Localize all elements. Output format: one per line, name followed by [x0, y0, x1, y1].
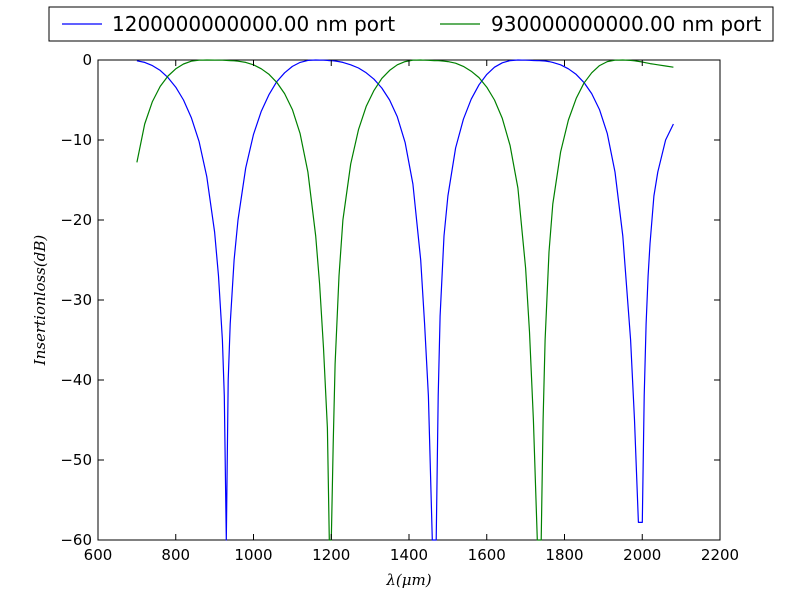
x-tick-label: 1600 — [468, 546, 506, 564]
series-line-1 — [136, 59, 674, 541]
y-tick-label: −60 — [60, 531, 92, 549]
y-axis-label: Insertionloss(dB) — [31, 235, 49, 367]
legend-box — [48, 6, 774, 42]
legend-label-series-2: 930000000000.00 nm port — [491, 12, 762, 36]
x-tick-label: 2200 — [701, 546, 739, 564]
x-tick-label: 600 — [84, 546, 113, 564]
y-tick-label: −50 — [60, 451, 92, 469]
y-tick-label: −10 — [60, 131, 92, 149]
y-tick-label: 0 — [82, 51, 92, 69]
legend-label-series-1: 1200000000000.00 nm port — [112, 12, 395, 36]
x-tick-label: 1800 — [545, 546, 583, 564]
x-tick-label: 1200 — [312, 546, 350, 564]
x-axis-label: λ(μm) — [385, 571, 431, 589]
x-tick-label: 800 — [161, 546, 190, 564]
y-tick-label: −40 — [60, 371, 92, 389]
ticks-layer: 600 800 1000 1200 1400 1600 1800 2000 2200 0 −10 −2… — [60, 51, 739, 564]
legend: 1200000000000.00 nm port 930000000000.00… — [48, 6, 774, 42]
x-tick-label: 1000 — [234, 546, 272, 564]
series-line-2 — [136, 59, 674, 541]
series-layer — [136, 59, 674, 541]
y-tick-label: −20 — [60, 211, 92, 229]
y-tick-label: −30 — [60, 291, 92, 309]
x-tick-label: 2000 — [623, 546, 661, 564]
x-tick-label: 1400 — [390, 546, 428, 564]
